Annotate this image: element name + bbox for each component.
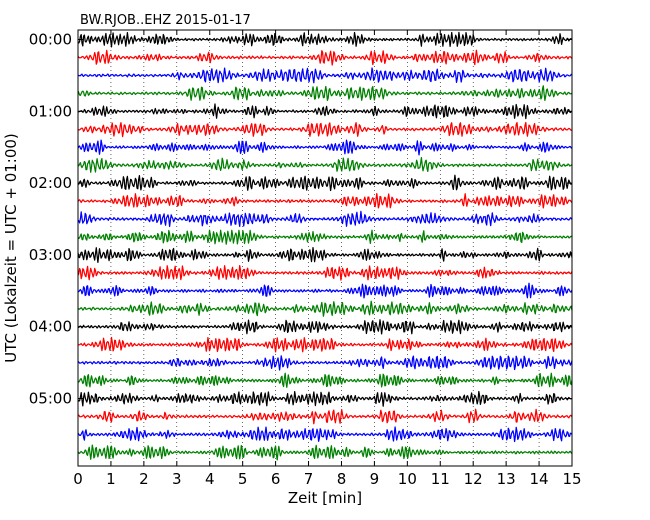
x-tick-label: 14 bbox=[530, 470, 549, 488]
y-tick-label: 00:00 bbox=[29, 31, 72, 49]
x-tick-label: 15 bbox=[562, 470, 581, 488]
axis-ticks: 0 1 2 3 4 5 6 7 8 9 10 11 12 13 14 1500:0001:0002:0003:… bbox=[29, 30, 582, 488]
y-tick-label: 01:00 bbox=[29, 102, 72, 120]
plot-frame bbox=[77, 29, 573, 467]
x-tick-label: 9 bbox=[370, 470, 380, 488]
y-tick-label: 03:00 bbox=[29, 246, 72, 264]
trace-0345 bbox=[77, 300, 573, 317]
trace-0415 bbox=[77, 336, 573, 353]
trace-0430 bbox=[77, 355, 573, 371]
x-tick-label: 13 bbox=[497, 470, 516, 488]
trace-0330 bbox=[77, 282, 573, 299]
x-tick-label: 4 bbox=[205, 470, 215, 488]
x-tick-label: 5 bbox=[238, 470, 248, 488]
x-tick-label: 7 bbox=[304, 470, 314, 488]
trace-0400 bbox=[77, 319, 573, 335]
y-axis-label: UTC (Lokalzeit = UTC + 01:00) bbox=[2, 133, 20, 363]
y-tick-label: 05:00 bbox=[29, 390, 72, 408]
trace-0545 bbox=[77, 444, 573, 461]
trace-0100 bbox=[77, 103, 573, 120]
trace-0500 bbox=[77, 390, 573, 407]
trace-0245 bbox=[77, 229, 573, 245]
y-tick-label: 04:00 bbox=[29, 318, 72, 336]
trace-0215 bbox=[77, 192, 573, 209]
x-tick-label: 0 bbox=[73, 470, 83, 488]
waveform-traces bbox=[77, 31, 573, 461]
x-tick-label: 8 bbox=[337, 470, 347, 488]
x-axis-label: Zeit [min] bbox=[288, 489, 362, 507]
trace-0045 bbox=[77, 85, 573, 102]
x-tick-label: 12 bbox=[464, 470, 483, 488]
y-tick-label: 02:00 bbox=[29, 174, 72, 192]
trace-0445 bbox=[77, 372, 573, 388]
trace-0530 bbox=[77, 426, 573, 443]
trace-0230 bbox=[77, 210, 573, 228]
chart-title: BW.RJOB..EHZ 2015-01-17 bbox=[80, 13, 251, 28]
x-tick-label: 3 bbox=[172, 470, 182, 488]
trace-0315 bbox=[77, 264, 573, 281]
trace-0000 bbox=[77, 31, 573, 48]
trace-0515 bbox=[77, 408, 573, 425]
trace-0145 bbox=[77, 156, 573, 173]
x-tick-label: 11 bbox=[431, 470, 450, 488]
x-tick-label: 2 bbox=[139, 470, 149, 488]
trace-0200 bbox=[78, 174, 573, 192]
trace-0015 bbox=[77, 49, 573, 66]
trace-0130 bbox=[77, 139, 573, 156]
trace-0300 bbox=[77, 246, 573, 264]
x-tick-label: 6 bbox=[271, 470, 281, 488]
trace-0115 bbox=[77, 121, 573, 138]
trace-0030 bbox=[77, 67, 573, 84]
x-tick-label: 10 bbox=[398, 470, 417, 488]
x-tick-label: 1 bbox=[106, 470, 116, 488]
